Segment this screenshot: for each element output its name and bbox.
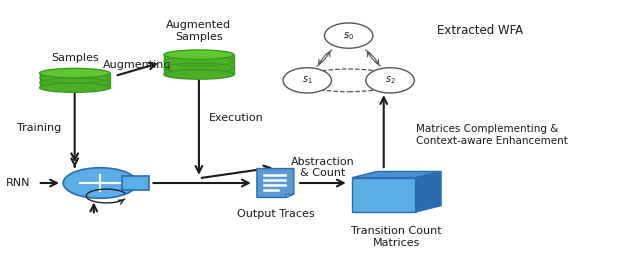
Text: Training: Training	[17, 123, 61, 133]
Ellipse shape	[324, 23, 373, 48]
Text: Augmenting: Augmenting	[102, 60, 171, 70]
Text: Samples: Samples	[51, 53, 99, 63]
Ellipse shape	[40, 83, 109, 92]
Ellipse shape	[366, 68, 414, 93]
Ellipse shape	[40, 68, 109, 78]
Ellipse shape	[283, 68, 332, 93]
Text: Execution: Execution	[209, 113, 263, 123]
Text: $s_0$: $s_0$	[343, 30, 354, 41]
FancyBboxPatch shape	[122, 176, 148, 190]
Ellipse shape	[164, 70, 234, 79]
Text: Abstraction
& Count: Abstraction & Count	[291, 157, 355, 178]
Text: Extracted WFA: Extracted WFA	[436, 24, 523, 37]
Text: $s_1$: $s_1$	[302, 74, 312, 86]
Polygon shape	[352, 178, 415, 212]
Polygon shape	[257, 169, 294, 197]
Text: Transition Count
Matrices: Transition Count Matrices	[351, 226, 442, 248]
Ellipse shape	[164, 50, 234, 59]
Text: Matrices Complementing &
Context-aware Enhancement: Matrices Complementing & Context-aware E…	[415, 124, 568, 146]
Polygon shape	[285, 194, 294, 197]
Text: Output Traces: Output Traces	[237, 209, 314, 219]
Polygon shape	[415, 171, 441, 212]
Polygon shape	[352, 171, 441, 178]
FancyBboxPatch shape	[164, 55, 234, 74]
FancyBboxPatch shape	[40, 73, 109, 88]
Text: $s_2$: $s_2$	[385, 74, 396, 86]
Circle shape	[63, 168, 137, 198]
Text: RNN: RNN	[6, 178, 31, 188]
Text: Augmented
Samples: Augmented Samples	[166, 20, 232, 41]
